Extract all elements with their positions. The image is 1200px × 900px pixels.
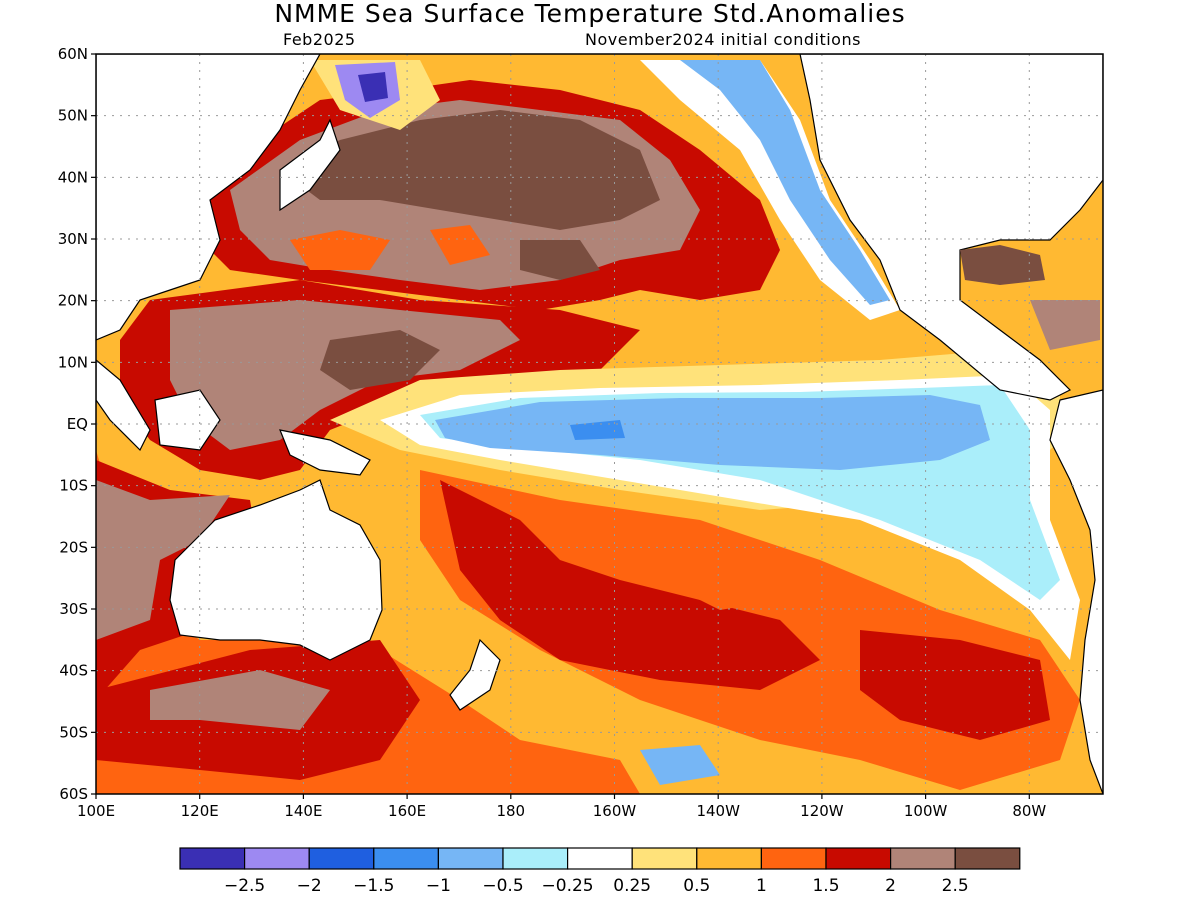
lon-tick-label: 120E xyxy=(181,802,219,820)
anomaly-region xyxy=(570,420,625,440)
anomaly-map xyxy=(96,54,1103,794)
lon-tick-label: 80W xyxy=(1012,802,1046,820)
landmass-asia xyxy=(96,54,321,341)
colorbar-swatch xyxy=(696,847,762,870)
colorbar-swatch xyxy=(760,847,827,870)
anomaly-region xyxy=(320,330,440,390)
landmass-north-america xyxy=(799,54,1103,401)
anomaly-region xyxy=(430,225,490,265)
lat-tick-label: 20N xyxy=(58,292,88,310)
landmass-caribbean-warm xyxy=(1030,300,1100,350)
landmass-australia xyxy=(169,479,383,661)
colorbar-label: −1 xyxy=(426,876,451,896)
map-title: NMME Sea Surface Temperature Std.Anomali… xyxy=(274,0,905,28)
colorbar-label: −1.5 xyxy=(353,876,394,896)
lat-tick-label: 40S xyxy=(59,662,88,680)
colorbar-label: −0.25 xyxy=(542,876,594,896)
anomaly-region xyxy=(520,240,600,280)
anomaly-region xyxy=(640,745,720,785)
colorbar-swatch xyxy=(244,847,310,870)
colorbar-swatch xyxy=(373,847,439,870)
colorbar-label: 1.5 xyxy=(812,876,839,896)
anomaly-region xyxy=(680,60,890,305)
colorbar-swatch xyxy=(308,847,375,870)
lon-tick-label: 160W xyxy=(593,802,637,820)
anomaly-region xyxy=(280,110,660,230)
lat-tick-label: 20S xyxy=(59,538,88,556)
colorbar-label: −2 xyxy=(297,876,322,896)
lat-tick-label: 60N xyxy=(58,45,88,63)
lat-tick-label: 10N xyxy=(58,353,88,371)
longitude-axis: 100E 120E 140E 160E 180 160W 140W 120W 100W 80W xyxy=(77,794,1046,820)
valid-month-label: Feb2025 xyxy=(283,30,356,49)
lat-tick-label: 40N xyxy=(58,168,88,186)
anomaly-region xyxy=(290,230,390,270)
lat-tick-label: 60S xyxy=(59,785,88,803)
landmass-japan xyxy=(279,118,341,212)
lon-tick-label: 100E xyxy=(77,802,115,820)
colorbar-swatch xyxy=(566,847,633,870)
colorbar-label: 2 xyxy=(885,876,896,896)
anomaly-region xyxy=(435,395,990,470)
colorbar-label: 2.5 xyxy=(942,876,969,896)
landmass-new-guinea xyxy=(279,429,371,476)
colorbar: −2.5 −2 −1.5 −1 −0.5 −0.25 0.25 0.5 1 1.5 2 2.5 xyxy=(179,847,1021,896)
lon-tick-label: 140W xyxy=(696,802,740,820)
initial-conditions-label: November2024 initial conditions xyxy=(585,30,861,49)
lat-tick-label: 10S xyxy=(59,477,88,495)
lat-tick-label: EQ xyxy=(67,415,88,433)
colorbar-swatch xyxy=(631,847,698,870)
colorbar-label: −2.5 xyxy=(224,876,265,896)
colorbar-label: 0.25 xyxy=(613,876,651,896)
lon-tick-label: 100W xyxy=(904,802,948,820)
colorbar-swatch xyxy=(889,847,956,870)
landmass-new-zealand xyxy=(449,638,501,711)
landmass-sumatra xyxy=(96,359,151,452)
colorbar-swatch xyxy=(954,847,1021,870)
lon-tick-label: 160E xyxy=(388,802,426,820)
anomaly-region xyxy=(440,480,820,690)
lon-tick-label: 120W xyxy=(800,802,844,820)
lat-tick-label: 50N xyxy=(58,107,88,125)
anomaly-region xyxy=(150,670,330,730)
anomaly-region xyxy=(96,480,230,640)
lat-tick-label: 30S xyxy=(59,600,88,618)
colorbar-swatch xyxy=(437,847,504,870)
lon-tick-label: 140E xyxy=(284,802,322,820)
latitude-axis: 60N 50N 40N 30N 20N 10N EQ 10S 20S 30S 40S 50S 60S xyxy=(58,45,96,803)
lat-tick-label: 30N xyxy=(58,230,88,248)
landmass-gulf-warm xyxy=(960,245,1045,285)
anomaly-region xyxy=(358,72,388,102)
colorbar-swatch xyxy=(179,847,246,870)
colorbar-label: 0.5 xyxy=(683,876,710,896)
colorbar-swatch xyxy=(825,847,892,870)
landmass-borneo xyxy=(154,389,221,451)
graticule xyxy=(96,54,1103,794)
colorbar-swatch xyxy=(502,847,569,870)
anomaly-region xyxy=(680,540,780,610)
landmass-south-america xyxy=(1049,389,1103,794)
lat-tick-label: 50S xyxy=(59,723,88,741)
colorbar-label: −0.5 xyxy=(482,876,523,896)
lon-tick-label: 180 xyxy=(496,802,525,820)
anomaly-region xyxy=(860,630,1050,740)
colorbar-label: 1 xyxy=(756,876,767,896)
